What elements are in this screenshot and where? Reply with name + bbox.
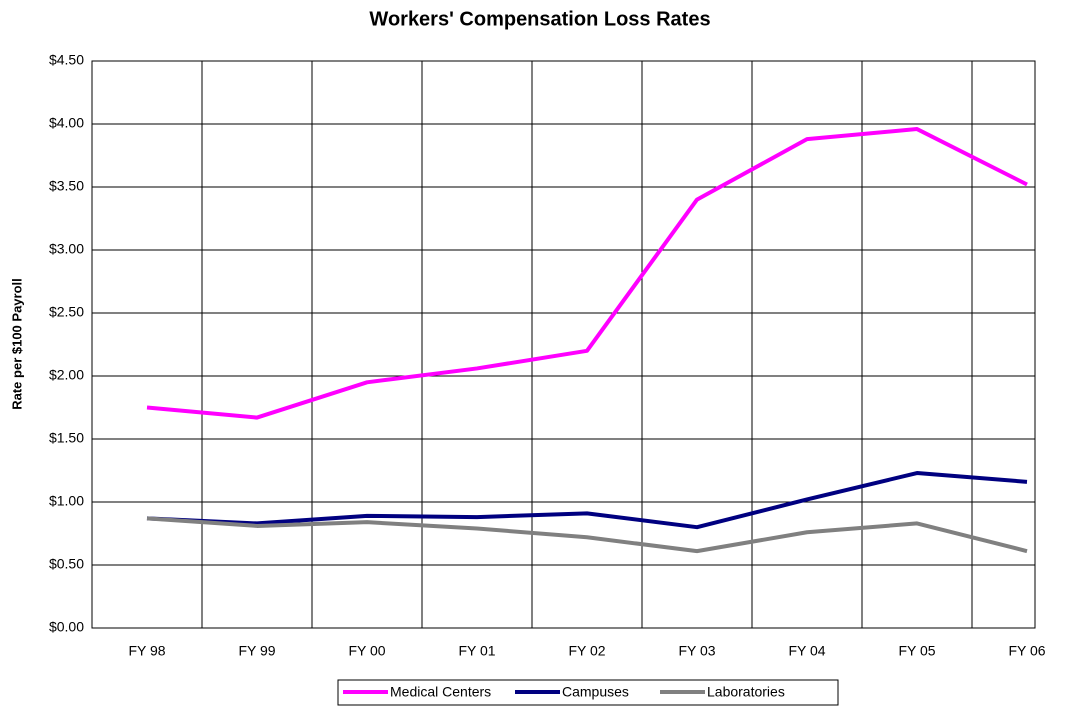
legend-label: Medical Centers xyxy=(390,684,491,700)
y-tick-label: $3.00 xyxy=(49,241,84,257)
legend xyxy=(337,679,839,706)
y-tick-label: $1.00 xyxy=(49,493,84,509)
series-line xyxy=(146,471,1028,530)
y-tick-label: $3.50 xyxy=(49,178,84,194)
x-tick-label: FY 98 xyxy=(128,643,165,659)
x-tick-label: FY 01 xyxy=(458,643,495,659)
series-line xyxy=(146,516,1028,554)
x-tick-label: FY 06 xyxy=(1008,643,1045,659)
x-tick-label: FY 00 xyxy=(348,643,385,659)
y-axis-label: Rate per $100 Payroll xyxy=(9,278,24,410)
y-tick-label: $0.00 xyxy=(49,619,84,635)
x-tick-label: FY 02 xyxy=(568,643,605,659)
x-tick-label: FY 05 xyxy=(898,643,935,659)
legend-label: Campuses xyxy=(562,684,629,700)
x-tick-label: FY 03 xyxy=(678,643,715,659)
x-tick-label: FY 04 xyxy=(788,643,825,659)
x-tick-label: FY 99 xyxy=(238,643,275,659)
y-tick-label: $4.50 xyxy=(49,52,84,68)
series-line xyxy=(146,127,1028,420)
chart-title: Workers' Compensation Loss Rates xyxy=(369,8,710,30)
legend-label: Laboratories xyxy=(707,684,785,700)
y-tick-label: $2.50 xyxy=(49,304,84,320)
y-tick-label: $1.50 xyxy=(49,430,84,446)
y-tick-label: $2.00 xyxy=(49,367,84,383)
y-tick-label: $0.50 xyxy=(49,556,84,572)
plot-area xyxy=(91,60,1036,629)
y-tick-label: $4.00 xyxy=(49,115,84,131)
